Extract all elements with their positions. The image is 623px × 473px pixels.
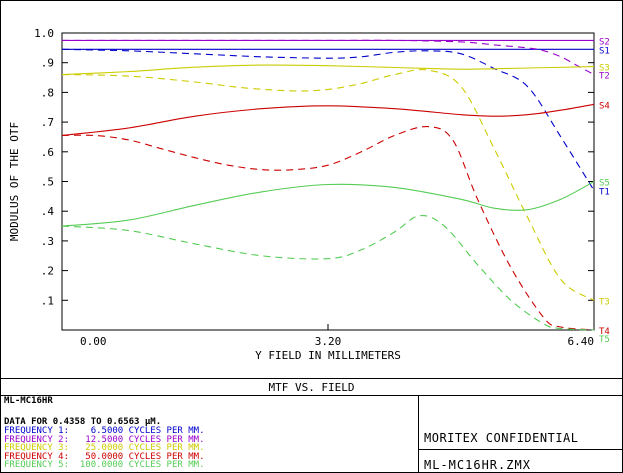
filename-label: ML-MC16HR.ZMX: [424, 458, 531, 472]
frequency-line: FREQUENCY 3: 25.0000 CYCLES PER MM.: [4, 443, 205, 453]
series-line-t2: [62, 39, 595, 76]
x-tick-label: 3.20: [315, 335, 342, 348]
frequency-line: FREQUENCY 2: 12.5000 CYCLES PER MM.: [4, 434, 205, 445]
series-line-t4: [61, 126, 595, 331]
panel-data-line: DATA FOR 0.4358 TO 0.6563 µM.: [4, 417, 162, 427]
series-line-t5: [61, 214, 595, 331]
frequency-line: FREQUENCY 1: 6.5000 CYCLES PER MM.: [4, 426, 205, 436]
x-axis-label: Y FIELD IN MILLIMETERS: [255, 349, 401, 362]
right-box-hline: [418, 449, 623, 450]
series-label-t2: T2: [599, 72, 610, 82]
y-tick-label: .2: [41, 265, 54, 278]
x-tick-label: 6.40: [568, 335, 595, 348]
series-line-s5: [61, 181, 595, 227]
y-tick-label: .9: [41, 57, 54, 70]
panel-title: MTF VS. FIELD: [268, 381, 355, 394]
y-tick-label: .1: [41, 294, 54, 307]
series-label-t1: T1: [599, 187, 610, 197]
y-tick-label: .4: [41, 205, 55, 218]
series-label-s2: S2: [599, 37, 610, 47]
series-label-s3: S3: [599, 64, 610, 74]
y-tick-label: .6: [41, 146, 54, 159]
panel-model: ML-MC16HR: [4, 396, 53, 406]
y-tick-label: .5: [41, 176, 54, 189]
y-tick-label: .8: [41, 86, 54, 99]
right-box-divider: [418, 395, 419, 473]
series-label-s5: S5: [599, 179, 610, 189]
y-tick-label: .7: [41, 116, 54, 129]
series-line-t1: [61, 48, 595, 191]
y-tick-label: 1.0: [34, 27, 54, 40]
frequency-line: FREQUENCY 5: 100.0000 CYCLES PER MM.: [4, 460, 205, 470]
series-line-t3: [61, 69, 595, 301]
series-label-s4: S4: [599, 101, 610, 111]
y-axis-label: MODULUS OF THE OTF: [8, 122, 21, 241]
x-tick-label: 0.00: [80, 335, 107, 348]
series-label-t5: T5: [599, 335, 610, 345]
y-tick-label: .3: [41, 235, 54, 248]
series-label-t3: T3: [599, 297, 610, 307]
series-line-s4: [61, 103, 595, 137]
frequency-line: FREQUENCY 4: 50.0000 CYCLES PER MM.: [4, 451, 205, 462]
series-line-s3: [61, 64, 595, 76]
title-divider: [0, 395, 623, 396]
confidential-label: MORITEX CONFIDENTIAL: [424, 431, 579, 445]
series-label-s1: S1: [599, 46, 610, 56]
series-label-t4: T4: [599, 327, 610, 337]
mtf-chart: 1.0 .9 .8 .7 .6 .5 .4 .3 .2 .1 0.00 3.20 6.40 Y FIELD…: [8, 27, 610, 362]
